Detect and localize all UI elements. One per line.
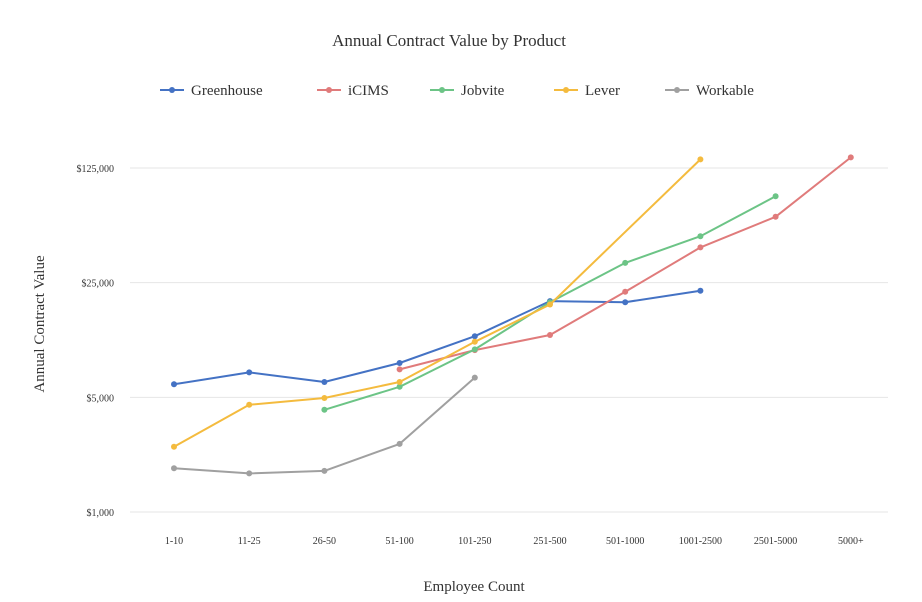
data-point[interactable] (396, 360, 403, 366)
data-point[interactable] (622, 299, 629, 306)
data-point[interactable] (246, 470, 253, 477)
data-point[interactable] (622, 259, 629, 266)
chart-title: Annual Contract Value by Product (332, 31, 566, 50)
data-point[interactable] (697, 233, 704, 240)
x-tick-label: 251-500 (533, 536, 566, 547)
data-point[interactable] (321, 395, 328, 401)
legend-swatch-dot (439, 87, 445, 93)
data-point[interactable] (471, 346, 478, 353)
series-line (173, 376, 476, 475)
x-tick-label: 1-10 (165, 536, 183, 547)
x-tick-label: 101-250 (458, 536, 491, 547)
data-point[interactable] (321, 379, 328, 385)
x-tick-label: 51-100 (385, 536, 413, 547)
legend-label: Workable (696, 83, 754, 99)
legend-item[interactable]: Jobvite (430, 83, 505, 99)
data-point[interactable] (396, 383, 403, 390)
y-tick-label: $1,000 (87, 508, 115, 519)
data-point[interactable] (321, 467, 328, 474)
data-point[interactable] (171, 465, 177, 472)
data-point[interactable] (547, 301, 553, 308)
legend-label: Greenhouse (191, 83, 263, 99)
x-axis-label: Employee Count (423, 579, 525, 595)
data-point[interactable] (396, 366, 403, 373)
y-axis-label: Annual Contract Value (32, 255, 48, 393)
data-point[interactable] (396, 379, 403, 385)
series-greenhouse (171, 287, 704, 388)
data-point[interactable] (246, 401, 253, 408)
data-point[interactable] (471, 338, 478, 345)
y-tick-label: $5,000 (87, 393, 115, 404)
legend: Greenhouse iCIMS Jobvite Lever Workable (160, 83, 754, 99)
data-point[interactable] (246, 369, 253, 376)
data-point[interactable] (321, 406, 328, 413)
legend-item[interactable]: Lever (554, 83, 620, 99)
data-point[interactable] (396, 440, 403, 447)
legend-swatch-dot (326, 87, 332, 93)
legend-label: Lever (585, 83, 620, 99)
data-point[interactable] (471, 374, 478, 381)
x-tick-label: 11-25 (238, 536, 261, 547)
data-point[interactable] (171, 381, 177, 388)
data-point[interactable] (697, 156, 704, 163)
x-tick-label: 2501-5000 (754, 536, 797, 547)
legend-label: Jobvite (461, 83, 505, 99)
data-point[interactable] (772, 193, 779, 200)
legend-item[interactable]: iCIMS (317, 83, 389, 99)
y-tick-label: $25,000 (82, 279, 115, 290)
series-layer (171, 154, 854, 477)
x-tick-label: 26-50 (313, 536, 336, 547)
x-tick-label: 501-1000 (606, 536, 644, 547)
legend-swatch-dot (169, 87, 175, 93)
legend-swatch-dot (563, 87, 569, 93)
x-tick-label: 5000+ (838, 536, 864, 547)
legend-item[interactable]: Workable (665, 83, 754, 99)
y-axis-ticks: $1,000 $5,000 $25,000 $125,000 (77, 164, 115, 519)
data-point[interactable] (847, 154, 854, 161)
legend-item[interactable]: Greenhouse (160, 83, 263, 99)
series-lever (171, 156, 704, 450)
x-tick-label: 1001-2500 (679, 536, 722, 547)
series-workable (171, 374, 478, 477)
y-tick-label: $125,000 (77, 164, 115, 175)
gridlines (130, 167, 888, 513)
data-point[interactable] (471, 333, 478, 340)
data-point[interactable] (697, 244, 704, 251)
series-line (173, 289, 702, 386)
data-point[interactable] (697, 287, 704, 294)
x-axis-ticks: 1-10 11-25 26-50 51-100 101-250 251-500 501-10… (165, 536, 864, 547)
data-point[interactable] (772, 213, 779, 220)
legend-swatch-dot (674, 87, 680, 93)
data-point[interactable] (171, 443, 177, 450)
data-point[interactable] (547, 332, 553, 338)
legend-label: iCIMS (348, 83, 389, 99)
data-point[interactable] (622, 288, 629, 295)
